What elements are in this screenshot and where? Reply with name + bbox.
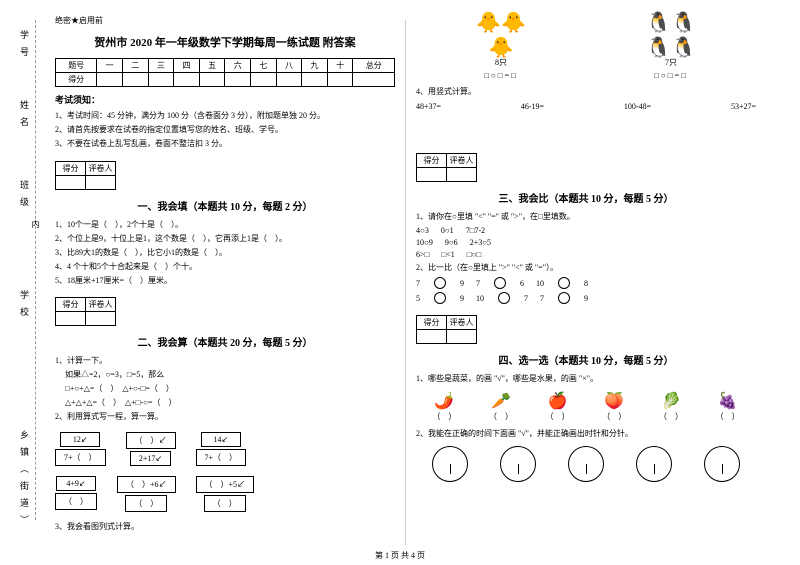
- peach-icon: 🍑（ ）: [602, 391, 626, 422]
- s2q1a: 如果△=2，○=3，□=5，那么: [65, 369, 395, 381]
- inner-nei: 内: [30, 220, 41, 236]
- paper-title: 贺州市 2020 年一年级数学下学期每周一练试题 附答案: [55, 34, 395, 50]
- margin-banji: 班级: [18, 180, 31, 214]
- calc-row: 48+37= 46-19= 100-48= 53+27=: [416, 102, 756, 111]
- s1q5: 5、18厘米+17厘米=（ ）厘米。: [55, 275, 395, 287]
- s4q1: 1、哪些是蔬菜，的画 "√"，哪些是水果，的画 "×"。: [416, 373, 756, 385]
- page-footer: 第 1 页 共 4 页: [0, 550, 800, 561]
- s2q1b: □+○+△=（ ） △+○-□=（ ）: [65, 383, 395, 395]
- apple-icon: 🍎（ ）: [546, 391, 570, 422]
- tower-f: （ ）+5↙（ ）: [196, 475, 255, 513]
- score-head-row: 题号一二三四五六七八九十总分: [56, 59, 395, 73]
- s2rq4: 4、用竖式计算。: [416, 86, 756, 98]
- grape-icon: 🍇（ ）: [716, 391, 740, 422]
- dash-line: [35, 20, 36, 520]
- s2q1c: △+△+△=（ ） △+□-○=（ ）: [65, 397, 395, 409]
- eq2: □○□=□: [641, 71, 701, 80]
- chick-group-b: 🐧🐧🐧🐧 7只 □○□=□: [641, 15, 701, 82]
- tower-c: 14↙7+（ ）: [196, 431, 247, 467]
- clock-4: [636, 446, 672, 482]
- sec4-heading: 四、选一选（本题共 10 分，每题 5 分）: [416, 352, 756, 367]
- binding-margin: 学号 姓名 班级 学校 乡镇（街道） 内: [0, 0, 45, 565]
- notice-3: 3、不要在试卷上乱写乱画，卷面不整洁扣 3 分。: [55, 138, 395, 149]
- clock-5: [704, 446, 740, 482]
- margin-xingming: 姓名: [18, 100, 31, 134]
- tower-e: （ ）+6↙（ ）: [117, 475, 176, 513]
- radish-icon: 🌶️（ ）: [432, 391, 456, 422]
- fruit-row: 🌶️（ ） 🥕（ ） 🍎（ ） 🍑（ ） 🥬（ ） 🍇（ ）: [416, 391, 756, 422]
- s1q1: 1、10个一是（ ），2个十是（ ）。: [55, 219, 395, 231]
- notice-2: 2、请首先按要求在试卷的指定位置填写您的姓名、班级、学号。: [55, 124, 395, 135]
- notice-1: 1、考试时间：45 分钟，满分为 100 分（含卷面分 3 分），附加题单独 2…: [55, 110, 395, 121]
- chick-icon: 🐥🐥🐥: [471, 15, 531, 55]
- tower-b: （ ）↙2+17↙: [126, 431, 176, 467]
- row-b: 10○99○62+3○5: [416, 238, 756, 247]
- score-table: 题号一二三四五六七八九十总分 得分: [55, 58, 395, 87]
- s2q3: 3、我会看图列式计算。: [55, 521, 395, 533]
- clock-1: [432, 446, 468, 482]
- s3q2: 2、比一比（在○里填上 ">" "<" 或 "="）。: [416, 262, 756, 274]
- calc1: 48+37=: [416, 102, 441, 111]
- secret-label: 绝密★启用前: [55, 15, 395, 26]
- scorebox-4: 得分评卷人: [416, 315, 477, 344]
- clock-2: [500, 446, 536, 482]
- s4q2: 2、我能在正确的时间下面画 "√"，并能正确画出时针和分针。: [416, 428, 756, 440]
- cmp1: 79 76 108: [416, 277, 756, 289]
- s1q3: 3、比89大1的数是（ ），比它小1的数是（ ）。: [55, 247, 395, 259]
- notice-heading: 考试须知：: [55, 93, 395, 106]
- tower-a: 12↙7+（ ）: [55, 431, 106, 467]
- scorebox-1: 得分评卷人: [55, 161, 116, 190]
- row-c: 6>□□<1□○□: [416, 250, 756, 259]
- score-val-row: 得分: [56, 73, 395, 87]
- left-column: 绝密★启用前 贺州市 2020 年一年级数学下学期每周一练试题 附答案 题号一二…: [45, 0, 405, 565]
- clock-3: [568, 446, 604, 482]
- clock-row: [416, 446, 756, 482]
- calc2: 46-19=: [521, 102, 544, 111]
- s1q4: 4、4 个十和5个十合起来是（ ）个十。: [55, 261, 395, 273]
- margin-xuehao: 学号: [18, 30, 31, 64]
- sec1-heading: 一、我会填（本题共 10 分，每题 2 分）: [55, 198, 395, 213]
- calc3: 100-48=: [624, 102, 651, 111]
- s3q1: 1、请你在○里填 "<" "=" 或 ">"，在□里填数。: [416, 211, 756, 223]
- scorebox-2: 得分评卷人: [55, 297, 116, 326]
- chick-row: 🐥🐥🐥 8只 □○□=□ 🐧🐧🐧🐧 7只 □○□=□: [416, 15, 756, 82]
- cmp2: 59 107 79: [416, 292, 756, 304]
- margin-xiangzhen: 乡镇（街道）: [18, 430, 31, 532]
- s2q2: 2、利用算式写一程，算一算。: [55, 411, 395, 423]
- penguin-icon: 🐧🐧🐧🐧: [641, 15, 701, 55]
- cabbage-icon: 🥬（ ）: [659, 391, 683, 422]
- calc4: 53+27=: [731, 102, 756, 111]
- tower-d: 4+9↙（ ）: [55, 475, 97, 513]
- tower-row-2: 4+9↙（ ） （ ）+6↙（ ） （ ）+5↙（ ）: [55, 475, 395, 513]
- carrot-icon: 🥕（ ）: [489, 391, 513, 422]
- row-a: 4○30○17□7-2: [416, 226, 756, 235]
- right-column: 🐥🐥🐥 8只 □○□=□ 🐧🐧🐧🐧 7只 □○□=□ 4、用竖式计算。 48+3…: [406, 0, 766, 565]
- tower-row-1: 12↙7+（ ） （ ）↙2+17↙ 14↙7+（ ）: [55, 431, 395, 467]
- margin-xuexiao: 学校: [18, 290, 31, 324]
- eq1: □○□=□: [471, 71, 531, 80]
- s2q1: 1、计算一下。: [55, 355, 395, 367]
- sec2-heading: 二、我会算（本题共 20 分，每题 5 分）: [55, 334, 395, 349]
- sec3-heading: 三、我会比（本题共 10 分，每题 5 分）: [416, 190, 756, 205]
- s1q2: 2、个位上是9，十位上是1，这个数是（ ），它再添上1是（ ）。: [55, 233, 395, 245]
- chick-group-a: 🐥🐥🐥 8只 □○□=□: [471, 15, 531, 82]
- scorebox-3: 得分评卷人: [416, 153, 477, 182]
